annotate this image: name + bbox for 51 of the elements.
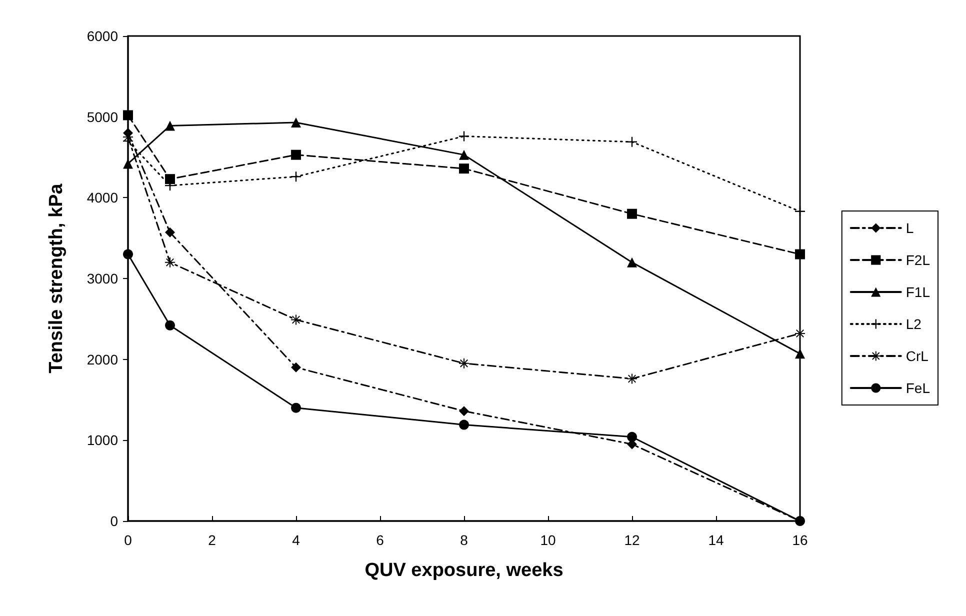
point — [165, 320, 175, 330]
point — [123, 249, 133, 260]
y-axis-title: Tensile strength, kPa — [46, 183, 67, 374]
point — [459, 358, 469, 368]
point — [291, 362, 301, 372]
point — [795, 516, 805, 526]
x-tick-label: 0 — [124, 532, 132, 548]
legend-label: FeL — [906, 380, 930, 396]
x-tick-label: 4 — [292, 532, 300, 548]
point — [459, 131, 469, 142]
x-tick-label: 6 — [376, 532, 384, 548]
x-tick-label: 2 — [208, 532, 216, 548]
x-tick-label: 16 — [792, 532, 808, 548]
point — [291, 402, 301, 413]
point — [459, 420, 469, 430]
point — [165, 174, 175, 184]
point — [459, 150, 469, 160]
point — [627, 374, 637, 384]
point — [795, 328, 805, 338]
point — [291, 150, 301, 160]
y-tick-label: 4000 — [86, 190, 118, 206]
point — [165, 120, 175, 131]
point — [165, 257, 175, 268]
point — [291, 314, 301, 325]
x-tick-label: 8 — [460, 532, 468, 548]
legend-label: L2 — [906, 316, 922, 332]
point — [795, 249, 805, 260]
point — [165, 227, 175, 238]
x-tick-label: 14 — [708, 532, 724, 548]
x-tick-label: 12 — [624, 532, 640, 548]
point — [123, 110, 133, 120]
point — [627, 432, 637, 442]
point — [627, 208, 637, 219]
x-axis-title: QUV exposure, weeks — [364, 560, 564, 581]
point — [459, 406, 469, 416]
point — [123, 158, 133, 169]
point — [459, 164, 469, 174]
legend-label: CrL — [906, 348, 929, 364]
legend-label: L — [906, 220, 914, 236]
legend-label: F1L — [906, 284, 930, 300]
y-tick-label: 0 — [110, 513, 118, 529]
point — [291, 117, 301, 128]
y-tick-label: 3000 — [86, 270, 118, 286]
legend-label: F2L — [906, 252, 930, 268]
point — [795, 348, 805, 359]
y-tick-label: 2000 — [86, 351, 118, 368]
y-tick-label: 6000 — [86, 28, 118, 44]
point — [627, 257, 637, 268]
x-tick-label: 10 — [540, 532, 556, 548]
y-tick-label: 1000 — [86, 432, 118, 448]
y-tick-label: 5000 — [86, 108, 118, 125]
